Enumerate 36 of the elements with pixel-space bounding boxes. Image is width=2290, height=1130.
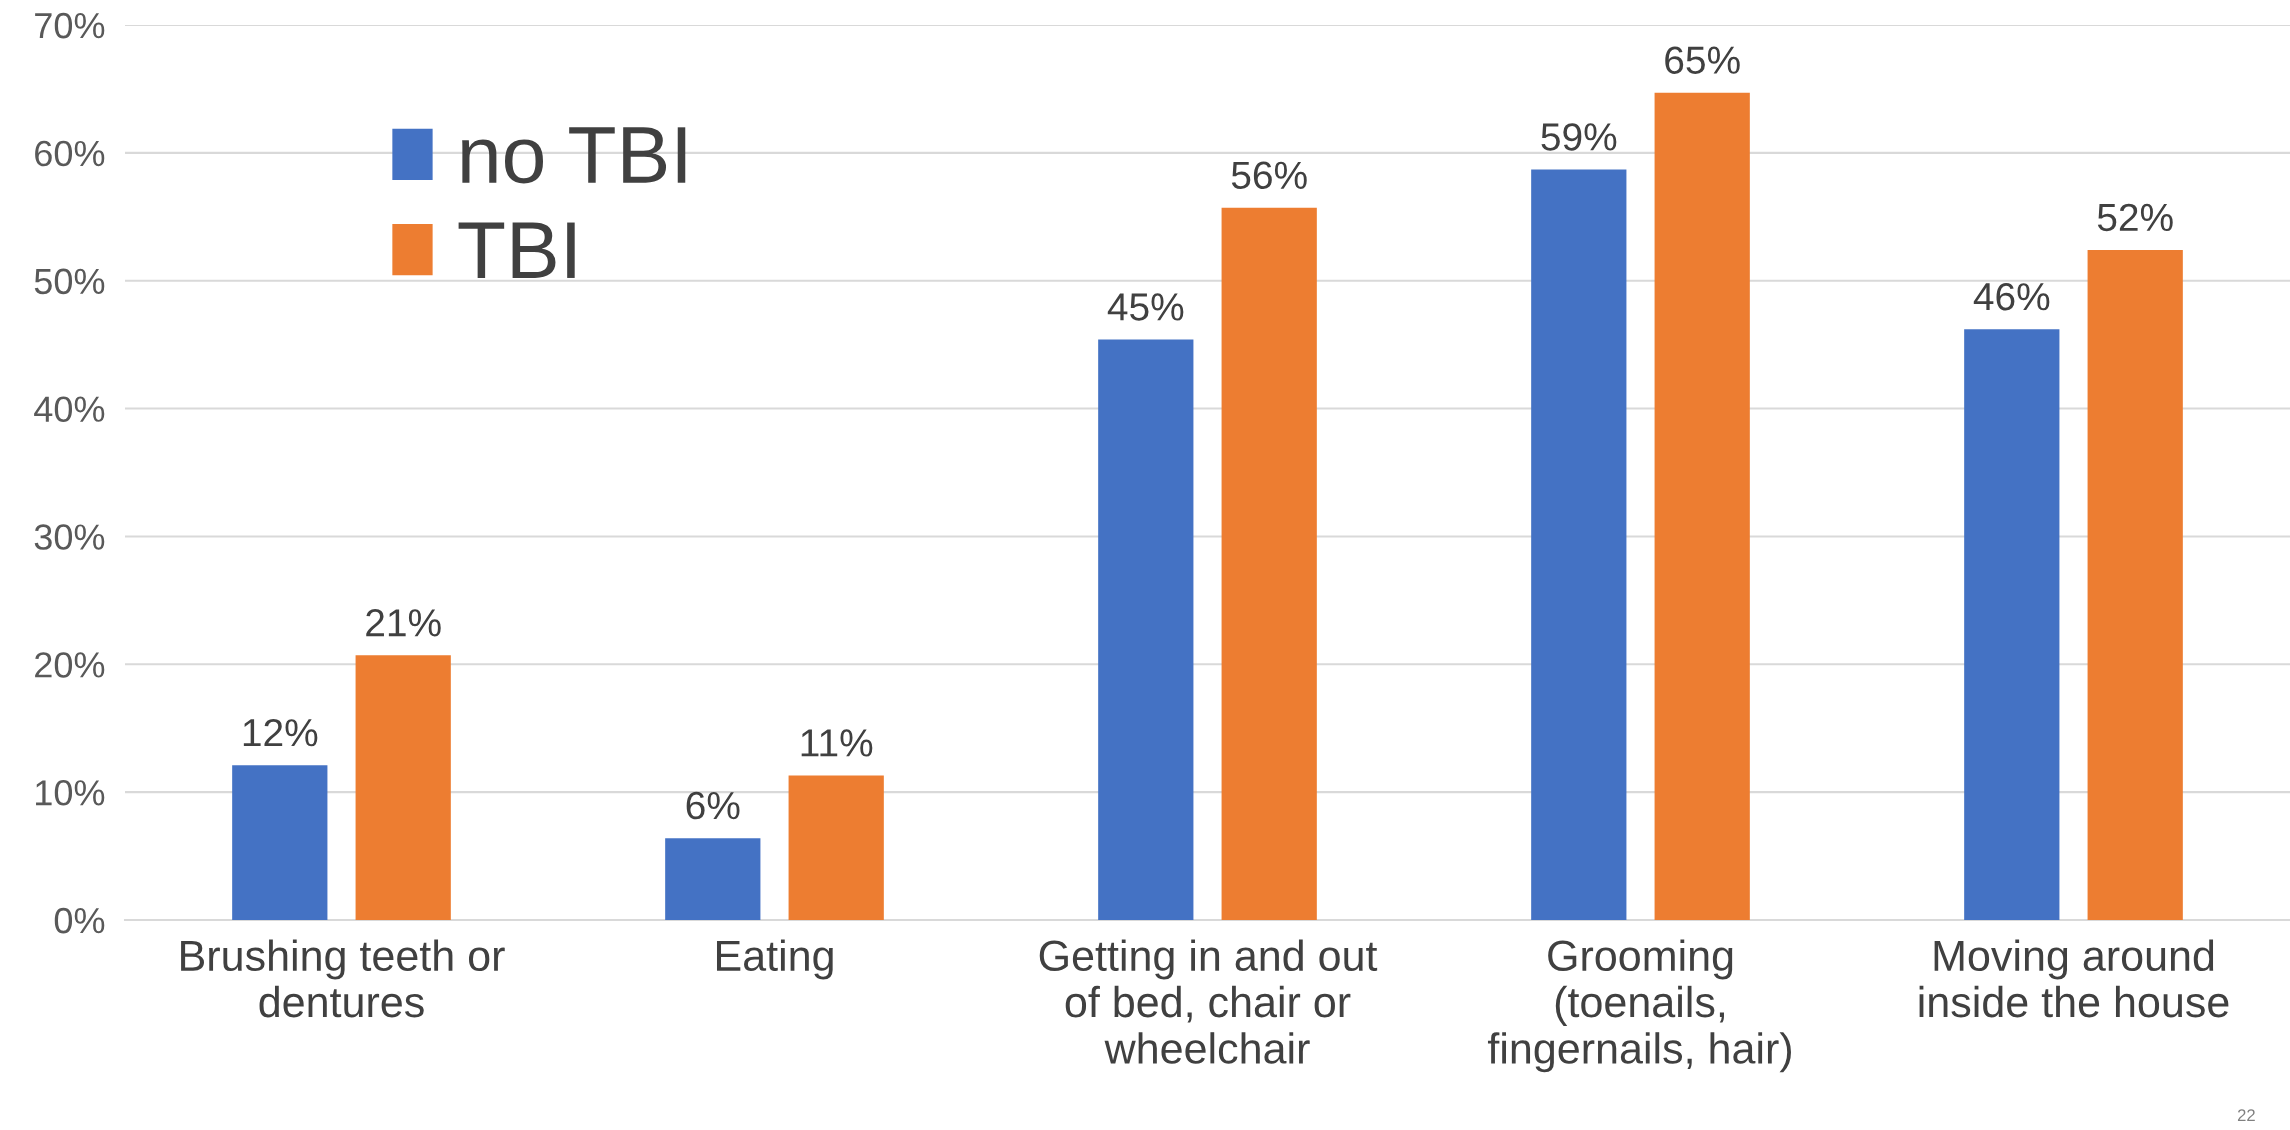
y-tick-label: 70%: [35, 12, 105, 39]
data-label: 6%: [686, 791, 740, 820]
bar: [355, 655, 451, 920]
data-label: 65%: [1665, 46, 1740, 74]
bar: [1964, 329, 2060, 920]
data-label: 52%: [2097, 203, 2173, 232]
bar: [232, 765, 328, 920]
data-label: 56%: [1231, 161, 1307, 190]
legend-label: TBI: [458, 222, 575, 278]
x-tick-label: Eating: [716, 939, 833, 980]
y-tick-label: 10%: [36, 780, 105, 806]
y-tick-label: 50%: [34, 268, 105, 295]
bar: [1654, 92, 1750, 920]
bar: [1098, 339, 1194, 920]
bar: [1221, 207, 1317, 920]
x-tick-label: Brushing teeth or dentures: [181, 939, 505, 1018]
x-tick-label: Getting in and out of bed, chair or wheelchair: [1039, 939, 1378, 1064]
bar: [2087, 250, 2183, 920]
y-tick-label: 40%: [34, 396, 105, 423]
x-tick-label: Moving around inside the house: [1919, 939, 2229, 1018]
bar: [665, 838, 761, 920]
y-tick-label: 0%: [54, 907, 105, 934]
data-label: 59%: [1541, 123, 1617, 151]
data-label: 11%: [801, 729, 873, 757]
bar: [788, 775, 884, 920]
data-label: 45%: [1107, 293, 1184, 321]
y-tick-label: 30%: [34, 524, 105, 550]
data-label: 21%: [366, 609, 441, 637]
y-tick-label: 20%: [35, 652, 105, 678]
bar: [1531, 169, 1627, 920]
data-label: 12%: [243, 718, 318, 747]
text: 22: [2237, 1109, 2255, 1121]
y-tick-label: 60%: [35, 140, 105, 167]
legend-label: no TBI: [462, 127, 686, 184]
x-tick-label: Grooming (toenails, fingernails, hair): [1487, 939, 1791, 1073]
data-label: 46%: [1973, 282, 2050, 311]
